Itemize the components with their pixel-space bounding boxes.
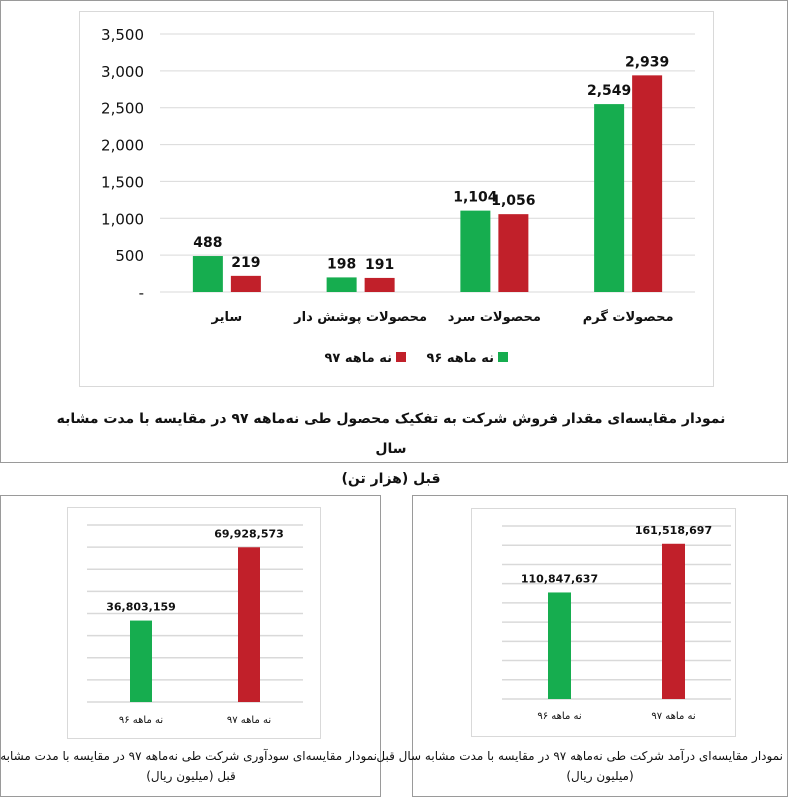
legend-label: نه ماهه ۹۶ xyxy=(426,351,494,366)
y-tick-label: 3,000 xyxy=(101,63,144,81)
category-label: نه ماهه ۹۶ xyxy=(537,711,581,722)
profit-bar-chart: 36,803,159 نه ماهه ۹۶ 69,928,573 نه ماهه ۹۷ xyxy=(87,524,303,726)
legend-swatch-97 xyxy=(396,352,406,362)
category-label: محصولات پوشش دار xyxy=(293,310,427,325)
revenue-chart-caption: نمودار مقایسه‌ای درآمد شرکت طی نه‌ماهه ۹… xyxy=(376,746,783,786)
revenue-chart-area: 110,847,637 نه ماهه ۹۶ 161,518,697 نه ماهه … xyxy=(471,508,736,737)
y-tick-label: 2,500 xyxy=(101,100,144,118)
bar-97 xyxy=(632,75,663,292)
sales-chart-caption: نمودار مقایسه‌ای مقدار فروش شرکت به تفکی… xyxy=(41,404,741,494)
bar-96 xyxy=(594,104,625,292)
data-label: 219 xyxy=(231,255,260,271)
profit-chart-caption: نمودار مقایسه‌ای سودآوری شرکت طی نه‌ماهه… xyxy=(0,746,377,786)
caption-line-1: نمودار مقایسه‌ای سودآوری شرکت طی نه‌ماهه… xyxy=(0,749,377,763)
data-label: 161,518,697 xyxy=(635,524,712,537)
sales-chart-frame: - 500 1,000 1,500 2,000 2,500 3,000 3,500 488 219… xyxy=(0,0,788,487)
bar-97 xyxy=(230,275,261,292)
legend-label: نه ماهه ۹۷ xyxy=(324,351,392,366)
y-tick-label: 1,000 xyxy=(101,210,144,228)
y-tick-label: 2,000 xyxy=(101,137,144,155)
category-label: محصولات سرد xyxy=(448,310,541,325)
sales-chart-area: - 500 1,000 1,500 2,000 2,500 3,000 3,500 488 219… xyxy=(79,11,714,387)
bar-96 xyxy=(460,210,491,292)
bar-97 xyxy=(238,547,260,702)
caption-line-1: نمودار مقایسه‌ای درآمد شرکت طی نه‌ماهه ۹… xyxy=(376,749,783,763)
caption-line-1: نمودار مقایسه‌ای مقدار فروش شرکت به تفکی… xyxy=(56,411,726,457)
sales-bar-chart: - 500 1,000 1,500 2,000 2,500 3,000 3,500 488 219… xyxy=(101,26,695,366)
category-label: سایر xyxy=(211,310,243,325)
bar-97 xyxy=(498,214,529,292)
category-label: نه ماهه ۹۷ xyxy=(227,715,271,726)
bar-96 xyxy=(326,277,357,292)
category-label: نه ماهه ۹۷ xyxy=(651,711,695,722)
caption-line-2: (میلیون ریال) xyxy=(566,769,634,783)
data-label: 198 xyxy=(327,256,356,272)
y-tick-label: - xyxy=(139,284,144,302)
bar-97 xyxy=(364,277,395,292)
data-label: 36,803,159 xyxy=(106,601,176,614)
bar-96 xyxy=(130,620,152,702)
bar-96 xyxy=(192,256,223,292)
legend-swatch-96 xyxy=(498,352,508,362)
category-label: نه ماهه ۹۶ xyxy=(119,715,163,726)
revenue-chart-frame: 110,847,637 نه ماهه ۹۶ 161,518,697 نه ماهه … xyxy=(376,495,788,797)
data-label: 69,928,573 xyxy=(214,527,284,540)
caption-line-2: قبل (میلیون ریال) xyxy=(146,769,236,783)
data-label: 2,939 xyxy=(625,54,669,70)
category-label: محصولات گرم xyxy=(583,309,674,325)
data-label: 488 xyxy=(193,235,222,251)
y-tick-label: 3,500 xyxy=(101,26,144,44)
data-label: 191 xyxy=(365,257,394,273)
data-label: 1,104 xyxy=(453,190,498,206)
revenue-bar-chart: 110,847,637 نه ماهه ۹۶ 161,518,697 نه ماهه … xyxy=(502,524,731,722)
data-label: 1,056 xyxy=(491,193,535,209)
bar-97 xyxy=(662,543,685,699)
data-label: 110,847,637 xyxy=(521,572,598,585)
caption-line-2: قبل (هزار تن) xyxy=(341,471,441,487)
data-label: 2,549 xyxy=(587,83,631,99)
profit-chart-frame: 36,803,159 نه ماهه ۹۶ 69,928,573 نه ماهه ۹۷… xyxy=(0,495,381,797)
bar-96 xyxy=(548,592,571,699)
profit-chart-area: 36,803,159 نه ماهه ۹۶ 69,928,573 نه ماهه ۹۷ xyxy=(67,507,321,739)
y-tick-label: 1,500 xyxy=(101,173,144,191)
y-tick-label: 500 xyxy=(115,247,144,265)
